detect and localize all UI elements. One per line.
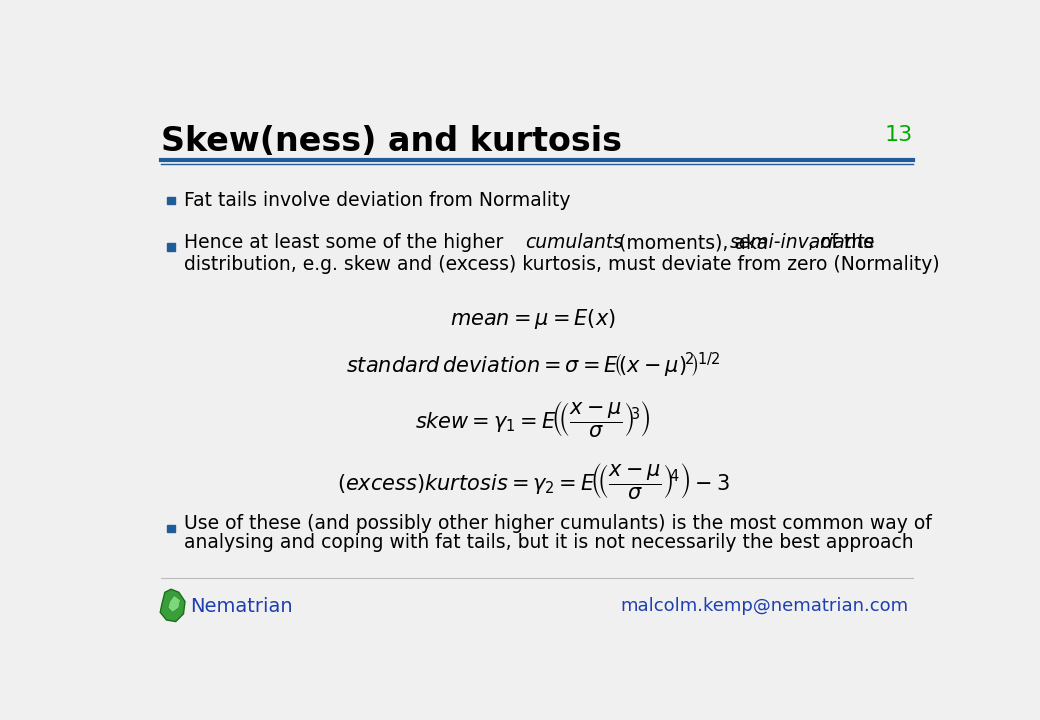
Text: $\mathit{standard\,deviation} = \sigma = E\!\left(\!\left(x-\mu\right)^{\!2}\!\r: $\mathit{standard\,deviation} = \sigma =…: [345, 351, 721, 379]
Text: (moments), aka: (moments), aka: [613, 233, 774, 252]
Text: Hence at least some of the higher: Hence at least some of the higher: [184, 233, 510, 252]
Bar: [167, 525, 175, 532]
Polygon shape: [160, 589, 185, 621]
Text: malcolm.kemp@nematrian.com: malcolm.kemp@nematrian.com: [621, 597, 909, 615]
Text: $\mathit{(excess)kurtosis} = \gamma_2 = E\!\left(\!\left(\dfrac{x-\mu}{\sigma}\r: $\mathit{(excess)kurtosis} = \gamma_2 = …: [337, 461, 729, 500]
Bar: [167, 197, 175, 204]
Text: Skew(ness) and kurtosis: Skew(ness) and kurtosis: [161, 125, 622, 158]
Text: Nematrian: Nematrian: [190, 597, 293, 616]
Text: distribution, e.g. skew and (excess) kurtosis, must deviate from zero (Normality: distribution, e.g. skew and (excess) kur…: [184, 255, 940, 274]
Bar: [167, 243, 175, 251]
Text: $\mathit{mean} = \mu = E(\mathbf{\mathit{x}})$: $\mathit{mean} = \mu = E(\mathbf{\mathit…: [450, 307, 616, 331]
Text: 13: 13: [884, 125, 913, 145]
Text: semi-invariants: semi-invariants: [730, 233, 875, 252]
Text: analysing and coping with fat tails, but it is not necessarily the best approach: analysing and coping with fat tails, but…: [184, 533, 914, 552]
Text: cumulants: cumulants: [525, 233, 623, 252]
Text: Fat tails involve deviation from Normality: Fat tails involve deviation from Normali…: [184, 191, 571, 210]
Polygon shape: [168, 595, 180, 612]
Text: , of the: , of the: [808, 233, 875, 252]
Text: Use of these (and possibly other higher cumulants) is the most common way of: Use of these (and possibly other higher …: [184, 514, 932, 534]
Text: $\mathit{skew} = \gamma_1 = E\!\left(\!\left(\dfrac{x-\mu}{\sigma}\right)^{\!\!3: $\mathit{skew} = \gamma_1 = E\!\left(\!\…: [415, 399, 651, 439]
